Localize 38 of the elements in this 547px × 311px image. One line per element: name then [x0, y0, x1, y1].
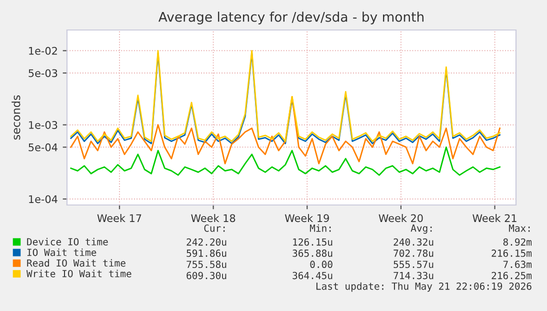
x-tick-label: Week 19	[284, 214, 329, 222]
x-tick-label: Week 20	[378, 214, 423, 222]
text: 0.00	[310, 260, 332, 268]
legend-label: Device IO time	[27, 238, 108, 246]
text: 714.33u	[394, 272, 434, 280]
text: 591.86u	[186, 250, 226, 257]
text: 242.20u	[186, 238, 226, 246]
text: 216.25m	[492, 272, 532, 280]
x-tick-label: Week 21	[472, 214, 516, 222]
y-tick-label: 1e-03	[29, 121, 58, 129]
y-tick-label: 1e-02	[29, 46, 57, 55]
x-tick-label: Week 17	[97, 214, 142, 222]
y-tick-label: 5e-03	[28, 69, 58, 78]
line-series	[70, 146, 500, 176]
x-tick-label: Week 18	[191, 214, 236, 222]
legend-label: IO Wait time	[27, 248, 96, 256]
text: 702.78u	[394, 250, 434, 257]
y-axis-title: seconds	[12, 95, 20, 140]
text: 240.32u	[394, 238, 434, 246]
text: Avg:	[410, 224, 432, 234]
text: 365.88u	[292, 250, 332, 257]
text: Cur:	[204, 224, 225, 232]
y-tick-label: 5e-04	[28, 143, 58, 152]
text: 755.58u	[186, 260, 226, 268]
text: 364.45u	[292, 272, 332, 280]
y-tick-label: 1e-04	[29, 195, 58, 204]
text: 216.15m	[492, 250, 532, 257]
legend-label: Read IO Wait time	[27, 259, 126, 267]
text: 126.15u	[293, 238, 332, 246]
text: Last update: Thu May 21 22:06:19 2026	[316, 282, 532, 292]
chart-title: Average latency for /dev/sda - by month	[158, 12, 424, 24]
text: 609.30u	[186, 272, 226, 280]
legend-label: Write IO Wait time	[26, 270, 132, 278]
text: 555.57u	[394, 260, 434, 268]
text: Min:	[310, 224, 331, 232]
text: 7.63m	[503, 260, 532, 268]
text: Max:	[508, 224, 530, 232]
text: 8.92m	[503, 238, 532, 246]
